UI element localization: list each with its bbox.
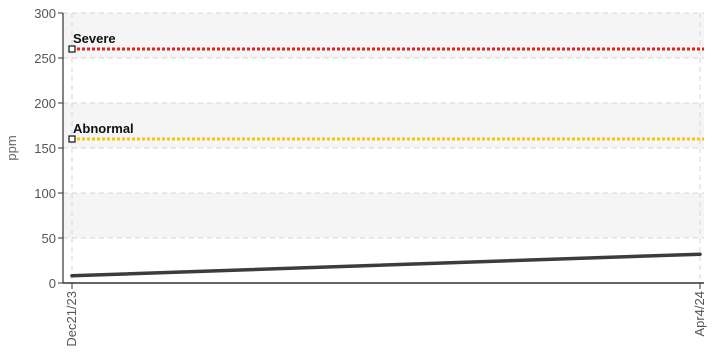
grid-band — [63, 148, 704, 193]
y-tick-label: 100 — [34, 186, 56, 201]
y-tick-labels: 0 50 100 150 200 250 300 — [34, 6, 63, 291]
x-tick-label: Dec21/23 — [64, 291, 79, 347]
gridlines — [63, 12, 704, 283]
y-tick-label: 300 — [34, 6, 56, 21]
threshold-lines: Severe Abnormal — [68, 31, 704, 143]
y-tick-label: 150 — [34, 141, 56, 156]
grid-band — [63, 193, 704, 238]
threshold-marker-severe — [68, 45, 76, 53]
threshold-label-severe: Severe — [73, 31, 116, 46]
y-tick-label: 200 — [34, 96, 56, 111]
threshold-marker-abnormal — [68, 135, 76, 143]
background-bands — [63, 13, 704, 283]
data-series — [70, 252, 702, 278]
grid-band — [63, 13, 704, 58]
series-line — [70, 252, 702, 278]
y-tick-label: 250 — [34, 51, 56, 66]
grid-band — [63, 238, 704, 283]
x-tick-label: Apr4/24 — [692, 291, 707, 337]
grid-band — [63, 103, 704, 148]
grid-band — [63, 58, 704, 103]
threshold-label-abnormal: Abnormal — [73, 121, 134, 136]
y-tick-label: 0 — [49, 276, 56, 291]
y-axis-title: ppm — [4, 135, 19, 160]
x-tick-labels: Dec21/23 Apr4/24 — [64, 283, 707, 347]
y-tick-label: 50 — [42, 231, 56, 246]
